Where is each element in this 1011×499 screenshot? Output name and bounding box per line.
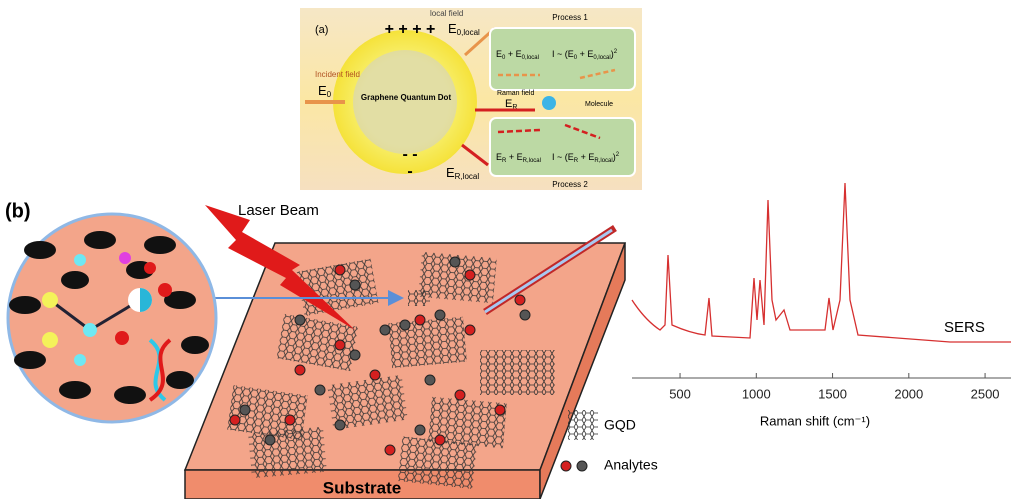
x-tick-label: 500 [669, 386, 691, 401]
analyte [240, 405, 250, 415]
analyte [335, 340, 345, 350]
analyte [385, 445, 395, 455]
analyte [380, 325, 390, 335]
shape [114, 386, 146, 404]
analyte [335, 420, 345, 430]
analyte [350, 350, 360, 360]
analyte [295, 315, 305, 325]
analyte [230, 415, 240, 425]
panel-b: (b) Substrate Laser Beam GQD Analytes [5, 200, 658, 499]
process-box [490, 118, 635, 176]
analyte [435, 310, 445, 320]
shape [59, 381, 91, 399]
charges: + + + + [385, 21, 436, 38]
series-label: SERS [944, 319, 985, 336]
analyte [450, 257, 460, 267]
legend-dot [561, 461, 571, 471]
shape [42, 292, 58, 308]
shape [74, 254, 86, 266]
shape [119, 252, 131, 264]
shape [181, 336, 209, 354]
legend-gqd-icon [568, 410, 598, 440]
shape [166, 371, 194, 389]
panel-a: (a) + + + + - - - Graphene Quantum Dot I… [300, 8, 642, 190]
shape [14, 351, 46, 369]
analyte [415, 315, 425, 325]
x-tick-label: 1500 [818, 386, 847, 401]
shape [84, 231, 116, 249]
analyte [465, 325, 475, 335]
legend-label: Analytes [604, 457, 658, 473]
analyte [400, 320, 410, 330]
panel-label: (b) [5, 200, 31, 222]
analyte [515, 295, 525, 305]
inset [8, 214, 216, 422]
analyte [435, 435, 445, 445]
shape [61, 271, 89, 289]
gqd-sheet [248, 427, 327, 478]
charges: - [407, 163, 412, 180]
analyte [295, 365, 305, 375]
substrate-label: Substrate [323, 478, 401, 497]
process-label: Process 2 [552, 180, 588, 189]
x-tick-label: 2000 [894, 386, 923, 401]
analyte [285, 415, 295, 425]
legend-label: GQD [604, 417, 636, 433]
analyte [315, 385, 325, 395]
analyte [350, 280, 360, 290]
laser-label: Laser Beam [238, 202, 319, 219]
analyte [425, 375, 435, 385]
analyte [370, 370, 380, 380]
x-tick-label: 1000 [742, 386, 771, 401]
analyte [265, 435, 275, 445]
shape [158, 283, 172, 297]
analyte [335, 265, 345, 275]
shape [115, 331, 129, 345]
shape [144, 236, 176, 254]
shape [144, 262, 156, 274]
analyte [520, 310, 530, 320]
analyte [455, 390, 465, 400]
spectrum-chart: SERS Raman shift (cm⁻¹) 500 1000 1500 2000 2… [632, 183, 1011, 428]
gqd-label: Graphene Quantum Dot [361, 93, 452, 102]
legend-dot [577, 461, 587, 471]
gqd-target [408, 290, 430, 306]
figure: (a) + + + + - - - Graphene Quantum Dot I… [0, 0, 1011, 499]
shape [9, 296, 41, 314]
molecule-label: Molecule [585, 101, 613, 108]
charges: - - [402, 146, 417, 163]
gqd-sheet [480, 350, 555, 395]
x-axis-label: Raman shift (cm⁻¹) [760, 413, 870, 428]
process-label: Process 1 [552, 13, 588, 22]
local-field-label: local field [430, 9, 463, 18]
incident-label: Incident field [315, 70, 360, 79]
shape [74, 354, 86, 366]
analyte [495, 405, 505, 415]
shape [24, 241, 56, 259]
x-tick-label: 2500 [971, 386, 1000, 401]
panel-label: (a) [315, 24, 328, 36]
raman-field-label: Raman field [497, 90, 534, 97]
shape [42, 332, 58, 348]
shape [83, 323, 97, 337]
molecule [542, 96, 556, 110]
analyte [415, 425, 425, 435]
analyte [465, 270, 475, 280]
